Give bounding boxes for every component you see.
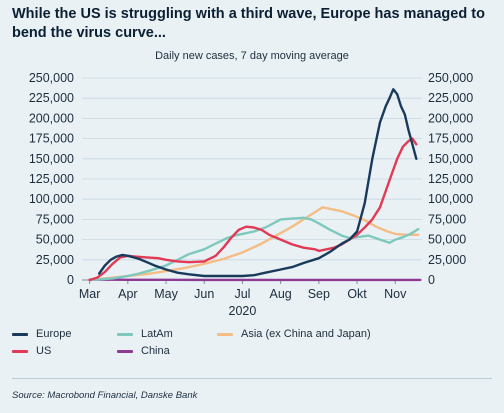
legend-label-china: China [141, 345, 170, 357]
y-tick-label-right: 250,000 [428, 71, 473, 85]
legend-label-asia: Asia (ex China and Japan) [241, 328, 371, 340]
footer-divider [12, 378, 492, 379]
legend-label-latam: LatAm [141, 328, 173, 340]
y-gridlines [82, 77, 422, 281]
x-tick-label: May [154, 287, 178, 301]
chart-title: While the US is struggling with a third … [12, 6, 485, 41]
legend-swatch-asia [217, 332, 233, 336]
legend-item-china: China [117, 344, 170, 358]
y-tick-label-left: 25,000 [36, 253, 74, 267]
x-tick-label: Mar [79, 287, 101, 301]
line-chart: 0 25,000 50,000 75,000 100,000 125,000 150,000… [29, 71, 473, 318]
x-axis: Mar Apr May Jun Jul Aug Sep Okt Nov 2020 [79, 280, 407, 318]
source-note: Source: Macrobond Financial, Danske Bank [12, 390, 198, 401]
series-lines [88, 88, 422, 282]
y-tick-label-left: 0 [67, 273, 74, 287]
y-axis-left: 0 25,000 50,000 75,000 100,000 125,000 150,000… [29, 71, 74, 287]
y-tick-label-right: 75,000 [428, 212, 466, 226]
y-tick-label-left: 100,000 [29, 192, 74, 206]
x-tick-label: Jul [234, 287, 250, 301]
y-tick-label-left: 250,000 [29, 71, 74, 85]
y-tick-label-left: 200,000 [29, 111, 74, 125]
y-axis-right: 0 25,000 50,000 75,000 100,000 125,000 150,000… [428, 71, 473, 287]
y-tick-label-left: 75,000 [36, 212, 74, 226]
legend-label-us: US [36, 345, 52, 357]
legend-label-europe: Europe [36, 328, 72, 340]
x-tick-label: Apr [118, 287, 137, 301]
chart-subtitle: Daily new cases, 7 day moving average [155, 50, 349, 62]
y-tick-label-right: 150,000 [428, 152, 473, 166]
x-tick-label: Jun [194, 287, 214, 301]
legend-item-latam: LatAm [117, 327, 173, 341]
y-tick-label-left: 150,000 [29, 152, 74, 166]
legend: Europe US LatAm China Asia (ex China and… [12, 327, 492, 363]
y-tick-label-left: 50,000 [36, 233, 74, 247]
legend-item-asia: Asia (ex China and Japan) [217, 327, 371, 341]
legend-swatch-latam [117, 332, 133, 336]
series-line-europe [98, 88, 418, 278]
series-line-us [88, 137, 418, 282]
x-tick-label: Nov [384, 287, 407, 301]
y-tick-label-left: 125,000 [29, 172, 74, 186]
x-tick-label: Aug [270, 287, 292, 301]
y-tick-label-right: 100,000 [428, 192, 473, 206]
y-tick-label-right: 0 [428, 273, 435, 287]
y-tick-label-right: 175,000 [428, 132, 473, 146]
y-tick-label-right: 125,000 [428, 172, 473, 186]
x-axis-label: 2020 [229, 304, 257, 318]
y-tick-label-right: 50,000 [428, 233, 466, 247]
series-line-latam [88, 216, 420, 282]
legend-swatch-china [117, 349, 133, 353]
y-tick-label-right: 25,000 [428, 253, 466, 267]
x-tick-label: Sep [308, 287, 330, 301]
y-tick-label-left: 175,000 [29, 132, 74, 146]
legend-swatch-europe [12, 332, 28, 336]
legend-item-europe: Europe [12, 327, 71, 341]
y-tick-label-right: 225,000 [428, 91, 473, 105]
legend-swatch-us [12, 349, 28, 353]
y-tick-label-left: 225,000 [29, 91, 74, 105]
y-tick-label-right: 200,000 [428, 111, 473, 125]
x-tick-label: Okt [347, 287, 367, 301]
series-line-asia [88, 206, 420, 282]
legend-item-us: US [12, 344, 51, 358]
